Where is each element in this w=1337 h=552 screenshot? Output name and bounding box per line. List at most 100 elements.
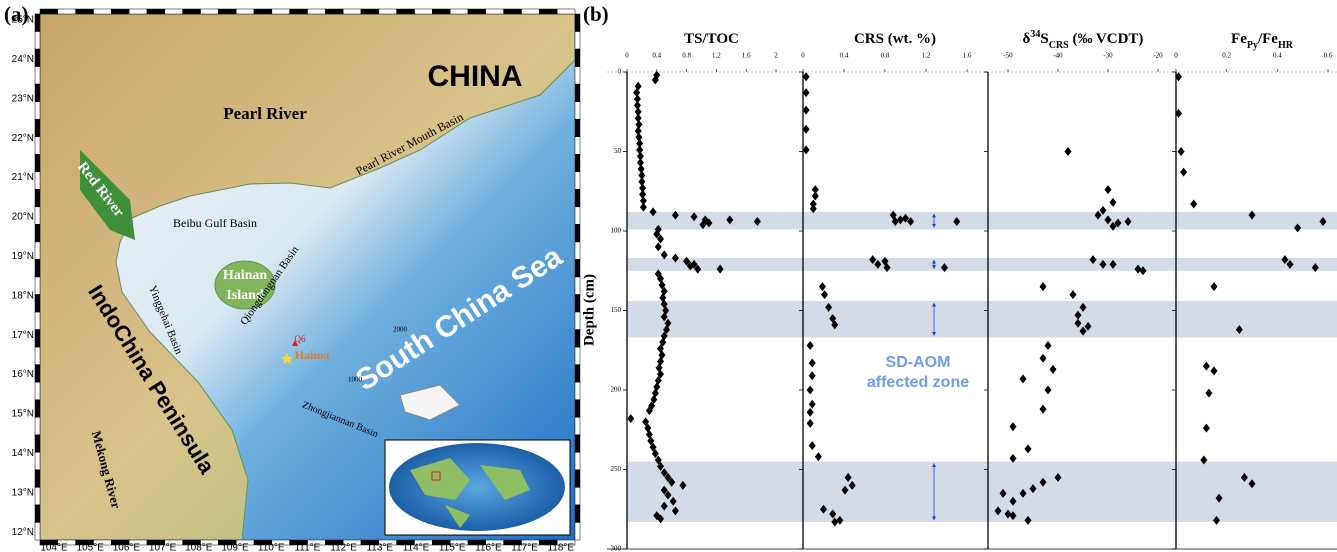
map-label: Pearl River [223, 104, 307, 123]
title-part: Fe [1231, 31, 1247, 47]
frame-segment [35, 470, 40, 488]
frame-segment [575, 295, 580, 313]
frame-segment [254, 9, 272, 14]
frame-segment [575, 452, 580, 470]
x-tick-label: 0 [1174, 52, 1178, 60]
frame-segment [575, 14, 580, 32]
title-part: CRS (wt. %) [854, 31, 936, 47]
data-point [807, 341, 814, 350]
data-point [655, 242, 662, 251]
x-tick-label: 0.6 [1324, 52, 1333, 60]
data-point [1040, 405, 1047, 414]
x-tick-label: 0.2 [1222, 52, 1231, 60]
frame-segment [35, 347, 40, 365]
frame-segment [575, 382, 580, 400]
map: 25°N24°N23°N22°N21°N20°N19°N18°N17°N16°N… [12, 9, 580, 552]
annotation: SD-AOM [886, 354, 951, 371]
frame-segment [468, 9, 486, 14]
x-tick-label: 0 [625, 52, 629, 60]
data-point [1211, 282, 1218, 291]
x-tick-label: 0.8 [682, 52, 691, 60]
frame-segment [35, 277, 40, 295]
frame-segment [35, 207, 40, 225]
data-point [1020, 374, 1027, 383]
figure: 25°N24°N23°N22°N21°N20°N19°N18°N17°N16°N… [0, 0, 1337, 552]
longitude-label: 114°E [403, 543, 430, 552]
longitude-label: 108°E [185, 543, 213, 552]
frame-segment [290, 9, 308, 14]
frame-segment [575, 505, 580, 523]
frame-segment [308, 9, 326, 14]
panel-tag: (b) [583, 2, 609, 26]
frame-segment [379, 9, 397, 14]
frame-segment [35, 189, 40, 207]
data-point [1211, 366, 1218, 375]
x-tick-label: 2 [774, 52, 778, 60]
longitude-label: 111°E [294, 543, 320, 552]
frame-segment [35, 400, 40, 418]
frame-segment [575, 435, 580, 453]
panel-title: CRS (wt. %) [854, 31, 936, 47]
data-point [1105, 185, 1112, 194]
latitude-label: 12°N [12, 527, 34, 538]
frame-segment [35, 242, 40, 260]
title-part: HR [1278, 40, 1294, 51]
frame-segment [201, 9, 219, 14]
data-point [661, 250, 668, 259]
data-point [1010, 454, 1017, 463]
frame-segment [575, 49, 580, 67]
data-point [815, 452, 822, 461]
map-label: Hainan [223, 268, 268, 283]
data-point [807, 386, 814, 395]
longitude-label: 106°E [113, 543, 141, 552]
frame-segment [35, 312, 40, 330]
frame-segment [35, 330, 40, 348]
y-tick-label: 0 [618, 68, 622, 76]
longitude-label: 113°E [366, 543, 393, 552]
frame-segment [450, 9, 468, 14]
frame-segment [272, 9, 290, 14]
data-point [1180, 168, 1187, 177]
longitude-label: 110°E [258, 543, 285, 552]
shaded-zone [627, 258, 1337, 271]
data-point [640, 203, 647, 212]
frame-segment [361, 9, 379, 14]
frame-segment [35, 67, 40, 85]
x-tick-label: 0.4 [840, 52, 849, 60]
frame-segment [35, 295, 40, 313]
frame-segment [35, 14, 40, 32]
panel-title: δ34SCRS (‰ VCDT) [1023, 29, 1144, 51]
data-point [809, 358, 816, 367]
title-part: δ [1023, 31, 1031, 47]
frame-segment [35, 417, 40, 435]
y-tick-label: 300 [611, 545, 622, 552]
data-point [1025, 444, 1032, 453]
frame-segment [575, 259, 580, 277]
frame-segment [575, 207, 580, 225]
frame-segment [165, 9, 183, 14]
frame-segment [575, 189, 580, 207]
frame-segment [35, 49, 40, 67]
frame-segment [35, 137, 40, 155]
frame-segment [35, 522, 40, 540]
panel-title: TS/TOC [684, 31, 739, 47]
longitude-label: 109°E [221, 543, 249, 552]
longitude-label: 107°E [149, 543, 177, 552]
frame-segment [432, 9, 450, 14]
frame-segment [575, 470, 580, 488]
frame-segment [575, 365, 580, 383]
frame-segment [35, 102, 40, 120]
frame-segment [58, 9, 76, 14]
y-tick-label: 150 [611, 306, 622, 314]
frame-segment [539, 9, 557, 14]
latitude-label: 19°N [12, 251, 34, 262]
frame-segment [575, 242, 580, 260]
frame-segment [35, 382, 40, 400]
x-tick-label: -40 [1053, 52, 1063, 60]
frame-segment [35, 487, 40, 505]
latitude-label: 17°N [12, 330, 34, 341]
frame-segment [343, 9, 361, 14]
frame-segment [325, 9, 343, 14]
frame-segment [575, 154, 580, 172]
longitude-label: 112°E [330, 543, 357, 552]
